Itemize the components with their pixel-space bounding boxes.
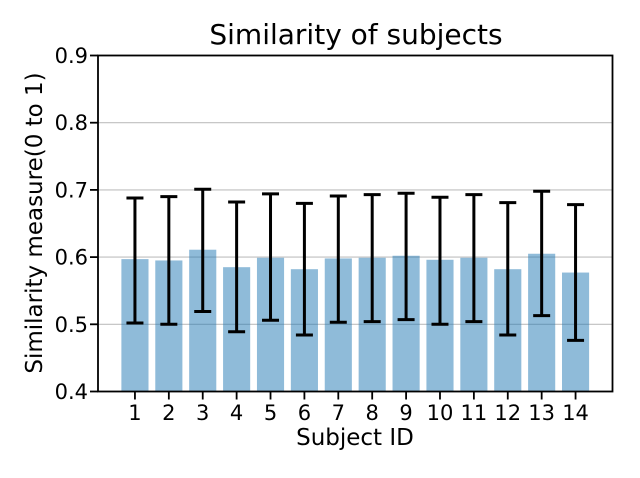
y-tick-label: 0.7 [55,178,88,202]
chart-title: Similarity of subjects [209,18,502,51]
x-tick-label: 13 [528,401,555,425]
y-tick-label: 0.9 [55,44,88,68]
x-tick-label: 10 [427,401,454,425]
x-tick-label: 8 [366,401,379,425]
tick-labels-layer: 0.40.50.60.70.80.91 2 3 4 5 6 7 8 9 10 11 12 13 14 [55,44,589,425]
x-tick-label: 5 [264,401,277,425]
plot-spines [97,54,614,393]
y-tick-label: 0.5 [55,313,88,337]
error-bar-subject-9 [397,191,415,322]
y-tick-label: 0.8 [55,111,88,135]
y-tick-label: 0.4 [55,380,88,404]
x-tick-label: 1 [128,401,141,425]
x-tick-label: 9 [399,401,412,425]
error-bar-subject-12 [499,201,517,337]
y-axis-label: Similarity measure(0 to 1) [22,72,48,373]
error-bar-subject-5 [262,192,280,322]
x-tick-label: 3 [196,401,209,425]
x-tick-label: 2 [162,401,175,425]
error-bar-subject-13 [533,189,551,318]
axes-layer [90,54,614,400]
error-bar-subject-3 [194,187,212,314]
bars-layer [121,249,590,392]
error-bars-layer [126,187,585,342]
error-bar-subject-6 [295,201,313,337]
error-bar-subject-7 [329,194,347,324]
error-bar-subject-14 [567,203,585,342]
y-tick-label: 0.6 [55,246,88,270]
error-bar-subject-10 [431,195,449,326]
error-bar-subject-4 [228,200,246,334]
error-bar-subject-1 [126,196,144,325]
x-tick-label: 4 [230,401,243,425]
x-tick-label: 7 [332,401,345,425]
error-bar-subject-2 [160,195,178,326]
error-bar-subject-8 [363,193,381,324]
x-axis-label: Subject ID [296,425,414,451]
x-tick-label: 6 [298,401,311,425]
x-tick-label: 12 [494,401,521,425]
x-tick-label: 14 [562,401,589,425]
error-bar-subject-11 [465,193,483,324]
x-tick-label: 11 [461,401,488,425]
